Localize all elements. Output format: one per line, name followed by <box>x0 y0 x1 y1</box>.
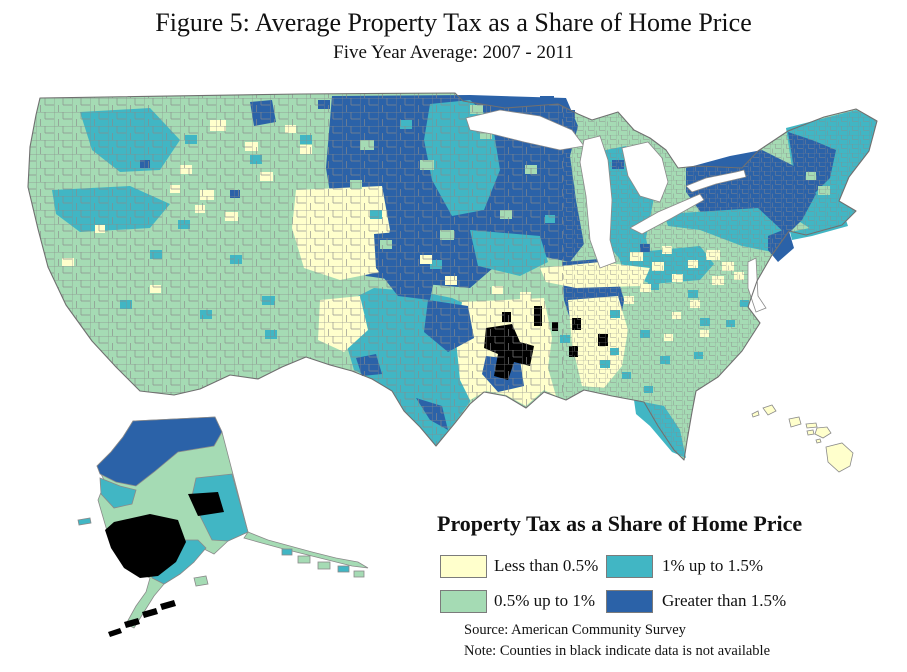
county-grid-east <box>563 93 877 460</box>
legend-label-1-to-1.5pct: 1% up to 1.5% <box>662 556 764 575</box>
hawaii-inset <box>751 404 854 473</box>
legend-label-greater-than-1.5pct: Greater than 1.5% <box>662 591 787 610</box>
figure-subtitle: Five Year Average: 2007 - 2011 <box>333 42 574 63</box>
figure-title: Figure 5: Average Property Tax as a Shar… <box>155 8 752 37</box>
legend-swatch-less-than-0.5pct <box>440 555 487 578</box>
source-note: Source: American Community Survey <box>464 622 686 638</box>
legend-swatch-greater-than-1.5pct <box>606 590 653 613</box>
great-lakes <box>465 109 767 313</box>
legend-title: Property Tax as a Share of Home Price <box>437 511 803 536</box>
alaska-inset <box>77 416 369 637</box>
no-data-note: Note: Counties in black indicate data is… <box>464 643 771 659</box>
kodiak-island <box>193 575 209 587</box>
conus-coastline <box>27 92 878 461</box>
legend-label-0.5-to-1pct: 0.5% up to 1% <box>494 591 596 610</box>
legend-swatch-0.5-to-1pct <box>440 590 487 613</box>
legend-label-less-than-0.5pct: Less than 0.5% <box>494 556 599 575</box>
county-grid-west <box>28 93 563 460</box>
chesapeake-bay <box>747 257 767 313</box>
alaska-no-data <box>105 492 224 637</box>
alaska-panhandle <box>193 531 369 587</box>
map-legend: Property Tax as a Share of Home Price Le… <box>0 505 907 672</box>
alaska-north-slope <box>96 416 223 487</box>
legend-swatch-1-to-1.5pct <box>606 555 653 578</box>
